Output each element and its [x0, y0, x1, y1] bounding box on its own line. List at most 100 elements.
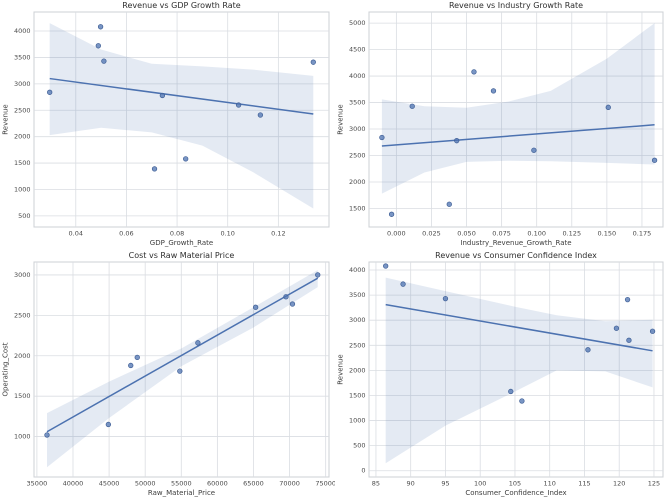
y-tick-label: 1500: [14, 159, 31, 167]
data-point: [159, 92, 166, 99]
x-tick-label: 125: [648, 480, 660, 488]
y-tick-label: 1500: [349, 204, 366, 212]
y-tick-label: 3500: [14, 53, 31, 61]
data-point: [388, 211, 395, 217]
y-tick-label: 2500: [14, 311, 31, 319]
data-point: [383, 263, 389, 269]
x-tick-label: 40000: [63, 480, 84, 488]
x-axis-label: Consumer_Confidence_Index: [465, 489, 566, 497]
data-point: [195, 340, 201, 346]
y-tick-label: 2500: [14, 106, 31, 114]
x-tick-label: 0.075: [492, 230, 511, 238]
y-axis-label: Revenue: [337, 354, 345, 385]
chart-panel-revenue-vs-industry-growth: 0.000 0.025 0.050 0.075 0.100 0.125 0.150 0.175…: [335, 0, 669, 250]
data-point: [605, 104, 611, 110]
x-tick-label: 115: [578, 480, 590, 488]
y-axis-label: Operating_Cost: [2, 342, 10, 396]
x-tick-label: 0.150: [598, 230, 617, 238]
chart-svg: 35000 40000 45000 50000 55000 60000 65000 70000…: [2, 251, 336, 497]
x-tick-label: 0.12: [271, 230, 285, 238]
y-axis-label: Revenue: [337, 104, 345, 135]
chart-panel-revenue-vs-gdp-growth: 0.04 0.06 0.08 0.10 0.12 500 1000 1500 2000 2500 3…: [0, 0, 335, 250]
y-tick-label: 4500: [349, 46, 366, 54]
x-tick-label: 90: [407, 480, 415, 488]
data-point: [128, 362, 134, 369]
data-point: [101, 58, 107, 64]
data-point: [151, 166, 158, 172]
x-tick-label: 65000: [243, 480, 264, 488]
y-tick-label: 0: [361, 467, 365, 475]
x-tick-label: 0.10: [220, 230, 234, 238]
y-tick-label: 3000: [14, 271, 31, 279]
chart-svg: 0.000 0.025 0.050 0.075 0.100 0.125 0.150 0.175…: [337, 1, 664, 247]
x-tick-label: 0.08: [170, 230, 184, 238]
data-point: [257, 112, 264, 118]
chart-svg: 0.04 0.06 0.08 0.10 0.12 500 1000 1500 2000 2500 3…: [2, 1, 330, 247]
data-point: [289, 301, 296, 307]
data-point: [134, 354, 140, 361]
x-tick-label: 45000: [99, 480, 120, 488]
chart-title: Revenue vs Consumer Confidence Index: [435, 251, 597, 260]
data-point: [454, 138, 460, 144]
x-tick-label: 50000: [135, 480, 156, 488]
data-point: [47, 89, 53, 95]
y-tick-label: 1000: [349, 417, 366, 425]
x-tick-label: 85: [372, 480, 380, 488]
y-tick-label: 3000: [349, 125, 366, 133]
x-tick-label: 0.050: [457, 230, 476, 238]
confidence-band: [49, 23, 314, 209]
x-tick-label: 100: [474, 480, 486, 488]
data-point: [95, 43, 101, 49]
x-tick-label: 110: [543, 480, 555, 488]
confidence-band: [381, 23, 655, 194]
data-point: [508, 388, 514, 395]
x-tick-label: 55000: [171, 480, 192, 488]
data-point: [315, 272, 321, 278]
data-point: [519, 398, 525, 404]
data-point: [585, 347, 591, 353]
x-tick-label: 70000: [279, 480, 300, 488]
y-tick-label: 2500: [349, 152, 366, 160]
data-point: [613, 325, 620, 331]
data-point: [44, 432, 50, 438]
x-tick-label: 120: [613, 480, 625, 488]
data-point: [446, 201, 452, 207]
x-axis-label: Industry_Revenue_Growth_Rate: [460, 239, 571, 247]
chart-panel-revenue-vs-consumer-confidence: 85 90 95 100 105 110 115 120 125 0 500 1000 1500 2000…: [335, 250, 669, 500]
y-tick-label: 3500: [349, 291, 366, 299]
x-tick-label: 0.125: [562, 230, 581, 238]
x-tick-label: 0.04: [69, 230, 83, 238]
data-point: [490, 88, 497, 94]
chart-title: Revenue vs GDP Growth Rate: [122, 1, 240, 10]
data-point: [283, 294, 289, 300]
chart-title: Cost vs Raw Material Price: [129, 251, 235, 260]
y-tick-label: 4000: [349, 72, 366, 80]
y-tick-label: 3000: [349, 316, 366, 324]
data-point: [649, 328, 656, 334]
regression-line: [381, 124, 655, 147]
x-axis-label: GDP_Growth_Rate: [150, 239, 213, 247]
data-point: [97, 24, 104, 30]
data-point: [379, 134, 385, 141]
y-tick-label: 1000: [14, 185, 31, 193]
x-tick-label: 0.175: [633, 230, 652, 238]
data-point: [105, 421, 112, 428]
y-tick-label: 3500: [349, 99, 366, 107]
y-tick-label: 5000: [349, 19, 366, 27]
confidence-band: [385, 277, 653, 464]
y-tick-label: 2000: [349, 178, 366, 186]
y-tick-label: 1500: [349, 391, 366, 399]
x-tick-label: 105: [509, 480, 521, 488]
chart-title: Revenue vs Industry Growth Rate: [449, 1, 583, 10]
data-point: [651, 157, 658, 163]
x-tick-label: 95: [441, 480, 449, 488]
y-tick-label: 2000: [349, 366, 366, 374]
x-tick-label: 60000: [207, 480, 228, 488]
y-tick-label: 4000: [14, 27, 31, 35]
y-tick-label: 500: [353, 442, 365, 450]
y-tick-label: 2000: [14, 352, 31, 360]
data-point: [235, 102, 242, 108]
plot-border: [368, 11, 664, 228]
data-point: [626, 337, 632, 343]
